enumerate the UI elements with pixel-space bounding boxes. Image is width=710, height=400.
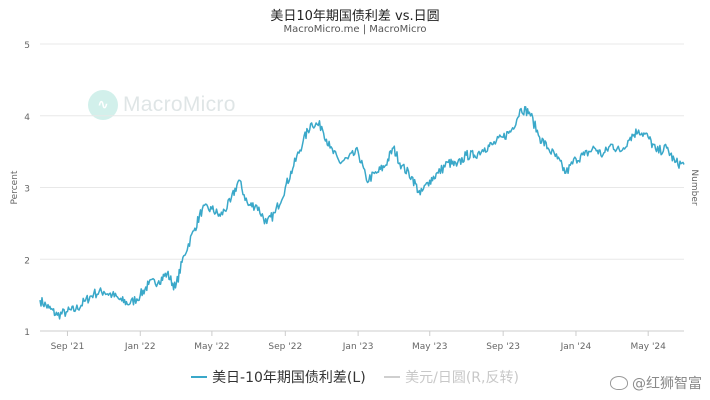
chart-legend: 美日-10年期国债利差(L) 美元/日圆(R,反转) (0, 366, 710, 387)
watermark-text: MacroMicro (123, 93, 236, 116)
x-tick-label: May '24 (630, 342, 666, 352)
chart-subtitle: MacroMicro.me | MacroMicro (283, 24, 427, 35)
legend-item-usdjpy[interactable]: 美元/日圆(R,反转) (384, 367, 519, 387)
x-tick-label: Jan '22 (124, 342, 156, 352)
y-tick-label: 1 (24, 328, 30, 338)
x-tick-label: Sep '21 (51, 342, 85, 352)
x-tick-label: Sep '22 (268, 342, 302, 352)
y-tick-label: 5 (24, 41, 30, 51)
y-axis-title: Percent (10, 170, 20, 204)
chart-title: 美日10年期国债利差 vs.日圆 (270, 9, 440, 24)
x-tick-label: May '22 (194, 342, 229, 352)
series-line-spread (39, 106, 685, 320)
corner-watermark: @红狮智富 (610, 373, 702, 393)
corner-watermark-text: @红狮智富 (632, 376, 702, 392)
legend-item-spread[interactable]: 美日-10年期国债利差(L) (191, 367, 366, 387)
legend-label-usdjpy: 美元/日圆(R,反转) (405, 370, 519, 386)
legend-swatch-usdjpy (384, 376, 401, 378)
y-tick-label: 3 (24, 185, 30, 195)
legend-label-spread: 美日-10年期国债利差(L) (212, 370, 366, 386)
x-tick-label: Jan '23 (342, 342, 374, 352)
legend-swatch-spread (191, 376, 208, 378)
y-tick-label: 4 (24, 113, 30, 123)
x-tick-label: Sep '23 (486, 342, 520, 352)
macromicro-watermark-logo: ∿ MacroMicro (88, 90, 236, 120)
y2-axis-title: Number (689, 169, 699, 205)
macromicro-logo-icon: ∿ (88, 90, 118, 120)
y-tick-label: 2 (24, 256, 30, 266)
x-tick-label: Jan '24 (560, 342, 592, 352)
x-tick-label: May '23 (412, 342, 447, 352)
weibo-icon (610, 376, 628, 390)
